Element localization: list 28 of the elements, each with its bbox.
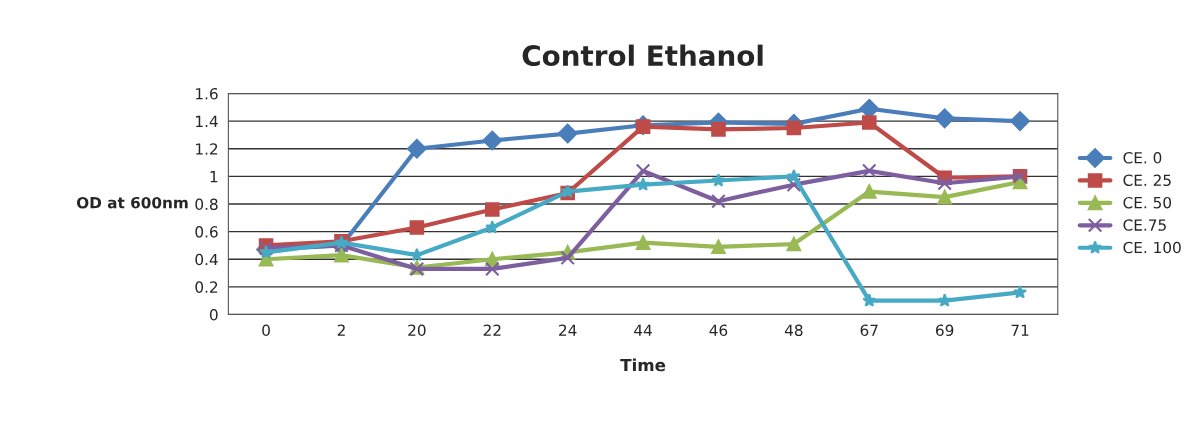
y-tick-label: 1.4: [196, 115, 218, 127]
x-tick-label: 24: [559, 324, 577, 336]
x-tick-label: 67: [860, 324, 878, 337]
x-tick-label: 71: [1011, 324, 1029, 336]
x-tick-label: 2: [337, 324, 345, 336]
x-tick-label: 46: [709, 324, 728, 337]
y-tick-label: 0: [209, 308, 218, 321]
x-tick-label: 20: [408, 324, 426, 337]
y-tick-label: 0.8: [195, 198, 218, 211]
y-tick-label: 1.2: [196, 143, 218, 155]
legend-label: CE. 50: [1123, 196, 1172, 209]
legend-label: CE. 100: [1123, 241, 1181, 254]
legend-label: CE.75: [1123, 219, 1166, 231]
x-tick-label: 69: [936, 324, 954, 337]
x-tick-label: 0: [262, 324, 270, 337]
x-axis-title: Time: [620, 358, 666, 372]
legend-label: CE. 0: [1123, 152, 1162, 164]
y-tick-label: 0.6: [195, 226, 218, 238]
legend-label: CE. 25: [1123, 174, 1171, 187]
x-tick-label: 48: [784, 324, 803, 337]
y-tick-label: 0.2: [195, 281, 218, 293]
y-tick-label: 1: [210, 171, 218, 183]
y-tick-label: 0.4: [195, 253, 218, 266]
y-axis-title: OD at 600nm: [76, 196, 188, 209]
y-tick-label: 1.6: [196, 87, 218, 100]
chart-title: Control Ethanol: [522, 44, 763, 67]
x-tick-label: 44: [634, 324, 652, 336]
x-tick-label: 22: [483, 324, 501, 336]
